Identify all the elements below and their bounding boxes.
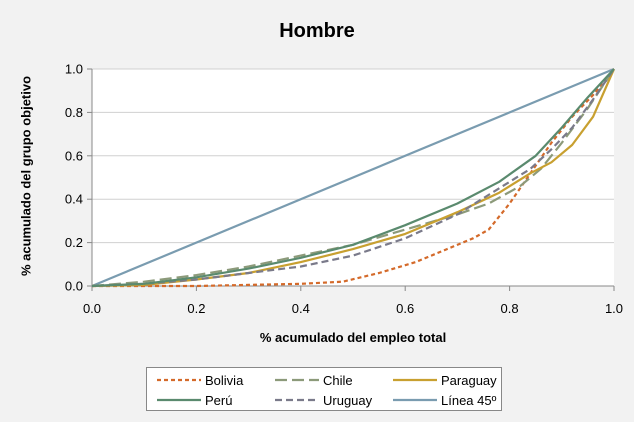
legend-item: Línea 45º: [391, 390, 496, 410]
x-axis-label: % acumulado del empleo total: [259, 330, 447, 345]
legend-item: Bolivia: [155, 370, 243, 390]
x-tick-label: 0.2: [187, 301, 205, 316]
x-tick-label: 0.0: [83, 301, 101, 316]
legend-swatch: [393, 378, 437, 382]
legend-label: Paraguay: [441, 372, 497, 388]
series-line-per-: [91, 68, 615, 288]
y-axis-label: % acumulado del grupo objetivo: [18, 75, 34, 277]
legend-label: Bolivia: [205, 372, 244, 388]
legend-label: Chile: [323, 372, 353, 388]
y-tick-label: 0.4: [65, 192, 83, 207]
y-tick-label: 0.2: [65, 235, 83, 250]
y-tick-label: 0.6: [65, 148, 83, 163]
x-tick-label: 0.4: [292, 301, 310, 316]
legend: Bolivia Chile Paraguay Perú Uruguay Línea 45º: [146, 367, 502, 411]
legend-swatch: [157, 398, 201, 402]
y-tick-label: 1.0: [65, 62, 83, 77]
legend-item: Paraguay: [391, 370, 497, 390]
legend-label: Línea 45º: [441, 392, 497, 408]
x-tick-label: 0.8: [501, 301, 519, 316]
series-line-l-nea-45-: [91, 67, 615, 288]
legend-swatch: [157, 378, 201, 382]
series-line-uruguay: [91, 68, 615, 288]
legend-swatch: [275, 398, 319, 402]
x-tick-label: 1.0: [605, 301, 623, 316]
legend-label: Uruguay: [323, 392, 373, 408]
chart-title: Hombre: [279, 20, 355, 42]
legend-item: Uruguay: [273, 390, 372, 410]
legend-swatch: [393, 398, 437, 402]
x-tick-label: 0.6: [396, 301, 414, 316]
y-tick-label: 0.8: [65, 105, 83, 120]
series-line-bolivia: [92, 68, 615, 288]
legend-label: Perú: [205, 392, 233, 408]
y-tick-label: 0.0: [65, 279, 83, 294]
legend-item: Chile: [273, 370, 353, 390]
legend-swatch: [275, 378, 319, 382]
legend-item: Perú: [155, 390, 232, 410]
